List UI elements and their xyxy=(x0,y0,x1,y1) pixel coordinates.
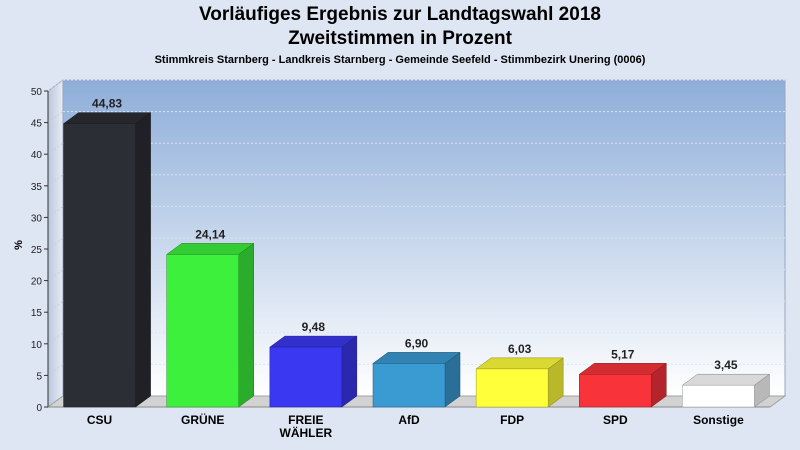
gridline-side xyxy=(47,111,64,124)
category-label: GRÜNE xyxy=(181,412,224,427)
data-label: 3,45 xyxy=(714,358,738,372)
y-tick-label: 45 xyxy=(31,119,43,130)
y-tick-label: 20 xyxy=(31,277,43,288)
gridline-side xyxy=(47,332,64,345)
bar-front xyxy=(166,254,239,408)
data-label: 24,14 xyxy=(195,227,225,241)
gridline-side xyxy=(47,237,64,250)
bar-side xyxy=(238,242,254,408)
category-label: Sonstige xyxy=(693,413,744,427)
bar-front xyxy=(682,384,755,408)
y-tick-label: 40 xyxy=(31,150,43,161)
y-tick-label: 30 xyxy=(31,213,43,224)
data-label: 6,90 xyxy=(405,336,429,350)
bar-top xyxy=(475,357,564,370)
bar xyxy=(269,335,358,408)
bar-top xyxy=(578,363,668,375)
gridline-side xyxy=(47,363,64,376)
bar-front xyxy=(269,346,343,408)
y-axis-label: % xyxy=(13,240,25,250)
y-tick-label: 50 xyxy=(31,87,43,98)
category-label: CSU xyxy=(87,413,112,427)
bar xyxy=(62,112,152,408)
category-label: FREIE xyxy=(288,413,323,427)
gridline-side xyxy=(47,79,64,92)
bar-top xyxy=(681,373,771,386)
bar xyxy=(681,373,771,408)
bar-front xyxy=(579,374,652,408)
bar xyxy=(475,357,564,408)
y-tick-label: 5 xyxy=(36,371,42,382)
gridline-side xyxy=(47,205,64,218)
gridline-side xyxy=(47,269,64,282)
gridline-side xyxy=(47,300,64,313)
bar xyxy=(372,351,461,408)
data-label: 44,83 xyxy=(92,97,122,111)
data-label: 9,48 xyxy=(302,320,326,334)
category-label: SPD xyxy=(603,413,628,427)
data-label: 5,17 xyxy=(611,347,635,361)
bar-top xyxy=(372,352,461,364)
y-tick-label: 35 xyxy=(31,182,43,193)
bar-side xyxy=(135,112,151,408)
chart-caption: Stimmkreis Starnberg - Landkreis Starnbe… xyxy=(154,54,646,66)
bar-top xyxy=(165,243,255,255)
data-label: 6,03 xyxy=(508,342,532,356)
gridline-side xyxy=(47,174,64,187)
bar-side xyxy=(341,335,358,408)
bar xyxy=(578,362,668,408)
bar-top xyxy=(269,335,358,348)
chart-title: Vorläufiges Ergebnis zur Landtagswahl 20… xyxy=(199,4,601,25)
bar-front xyxy=(63,123,136,408)
category-label: FDP xyxy=(500,413,524,427)
y-tick-label: 10 xyxy=(31,340,43,351)
y-tick-label: 15 xyxy=(31,308,43,319)
gridline-side xyxy=(47,142,64,155)
bar xyxy=(165,242,255,408)
category-label: AfD xyxy=(398,413,420,427)
chart-subtitle: Zweitstimmen in Prozent xyxy=(288,28,512,49)
y-tick-label: 0 xyxy=(36,403,42,414)
bar-front xyxy=(475,368,549,408)
category-label: WÄHLER xyxy=(280,425,333,440)
y-tick-label: 25 xyxy=(31,245,43,256)
bar-front xyxy=(372,363,446,408)
bar-top xyxy=(62,112,152,124)
